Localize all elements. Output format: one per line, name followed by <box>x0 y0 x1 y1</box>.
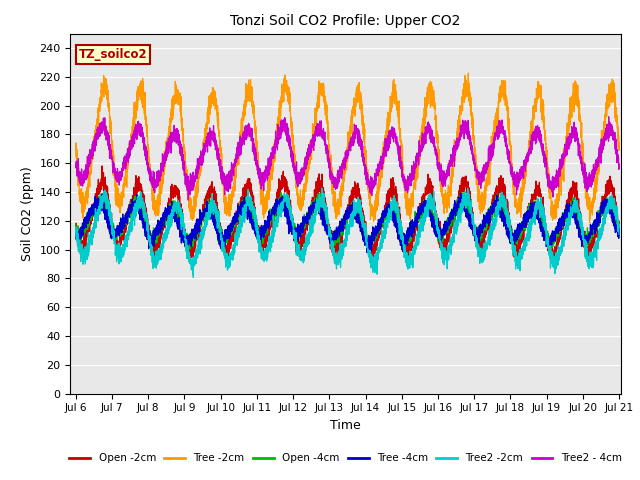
Line: Open -4cm: Open -4cm <box>76 192 619 252</box>
Open -4cm <box>615 232 623 238</box>
Tree2 - 4cm <box>184 197 192 203</box>
Tree -2cm <box>614 144 622 150</box>
Tree2 -2cm <box>615 232 623 238</box>
Tree -2cm <box>170 96 177 102</box>
Tree2 -2cm <box>318 185 326 191</box>
Open -2cm <box>72 223 79 228</box>
Tree -4cm <box>327 237 335 242</box>
Open -2cm <box>500 199 508 205</box>
Tree -2cm <box>439 200 447 206</box>
Line: Open -2cm: Open -2cm <box>76 166 619 263</box>
Tree2 - 4cm <box>614 155 622 160</box>
Tree -4cm <box>469 225 477 230</box>
Open -4cm <box>500 207 508 213</box>
Open -4cm <box>439 231 447 237</box>
Tree2 - 4cm <box>170 136 177 142</box>
Tree2 - 4cm <box>500 128 508 134</box>
Y-axis label: Soil CO2 (ppm): Soil CO2 (ppm) <box>21 166 34 261</box>
Open -4cm <box>72 222 79 228</box>
Tree2 - 4cm <box>439 182 447 188</box>
Legend: Open -2cm, Tree -2cm, Open -4cm, Tree -4cm, Tree2 -2cm, Tree2 - 4cm: Open -2cm, Tree -2cm, Open -4cm, Tree -4… <box>65 449 626 468</box>
Tree -2cm <box>586 220 593 226</box>
Open -4cm <box>614 229 622 235</box>
Open -4cm <box>327 236 335 241</box>
Open -4cm <box>364 249 371 254</box>
Tree2 - 4cm <box>72 159 79 165</box>
Open -4cm <box>469 223 477 229</box>
Line: Tree2 - 4cm: Tree2 - 4cm <box>76 117 619 200</box>
Open -4cm <box>170 198 177 204</box>
Tree2 -2cm <box>189 275 197 280</box>
Title: Tonzi Soil CO2 Profile: Upper CO2: Tonzi Soil CO2 Profile: Upper CO2 <box>230 14 461 28</box>
Open -2cm <box>327 233 335 239</box>
Line: Tree -2cm: Tree -2cm <box>76 73 619 223</box>
Tree2 -2cm <box>170 209 177 215</box>
Tree2 -2cm <box>439 252 447 258</box>
Tree -2cm <box>327 171 335 177</box>
Tree -4cm <box>72 227 79 233</box>
Tree -2cm <box>469 131 477 136</box>
Tree2 -2cm <box>500 205 508 211</box>
Line: Tree -4cm: Tree -4cm <box>76 193 619 252</box>
Open -2cm <box>367 260 374 265</box>
Text: TZ_soilco2: TZ_soilco2 <box>79 48 147 61</box>
Tree -4cm <box>614 233 622 239</box>
Tree2 - 4cm <box>605 114 612 120</box>
Tree -2cm <box>500 78 508 84</box>
Open -2cm <box>439 240 447 246</box>
Tree2 -2cm <box>469 219 477 225</box>
Tree2 -2cm <box>328 243 335 249</box>
Line: Tree2 -2cm: Tree2 -2cm <box>76 188 619 277</box>
Tree -4cm <box>457 191 465 196</box>
Open -2cm <box>614 217 622 223</box>
Tree2 - 4cm <box>469 158 477 164</box>
Tree -2cm <box>72 144 79 150</box>
Tree -4cm <box>439 232 447 238</box>
Tree2 - 4cm <box>327 170 335 176</box>
Tree -4cm <box>615 232 623 238</box>
Tree -2cm <box>615 147 623 153</box>
Open -2cm <box>615 226 623 232</box>
Open -2cm <box>170 189 177 195</box>
Tree -4cm <box>500 212 508 218</box>
Tree2 - 4cm <box>615 161 623 167</box>
Tree2 -2cm <box>614 216 622 222</box>
Open -2cm <box>99 163 106 169</box>
Tree -4cm <box>170 206 177 212</box>
Tree -2cm <box>465 70 472 76</box>
Tree2 -2cm <box>72 225 79 230</box>
Open -4cm <box>461 189 468 194</box>
Open -2cm <box>469 219 477 225</box>
X-axis label: Time: Time <box>330 419 361 432</box>
Tree -4cm <box>363 250 371 255</box>
